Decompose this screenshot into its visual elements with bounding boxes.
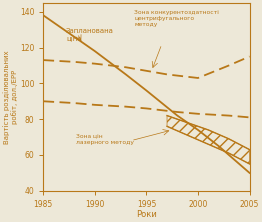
Text: Запланована
ціна: Запланована ціна [66, 28, 114, 42]
Y-axis label: Вартість розділювальних
робіт, дол./ЕРР: Вартість розділювальних робіт, дол./ЕРР [3, 50, 18, 144]
X-axis label: Роки: Роки [136, 210, 157, 219]
Text: Зона цін
лазерного методу: Зона цін лазерного методу [76, 133, 134, 145]
Text: Зона конкурентоздатності
центрифугального
методу: Зона конкурентоздатності центрифугальног… [134, 10, 219, 27]
